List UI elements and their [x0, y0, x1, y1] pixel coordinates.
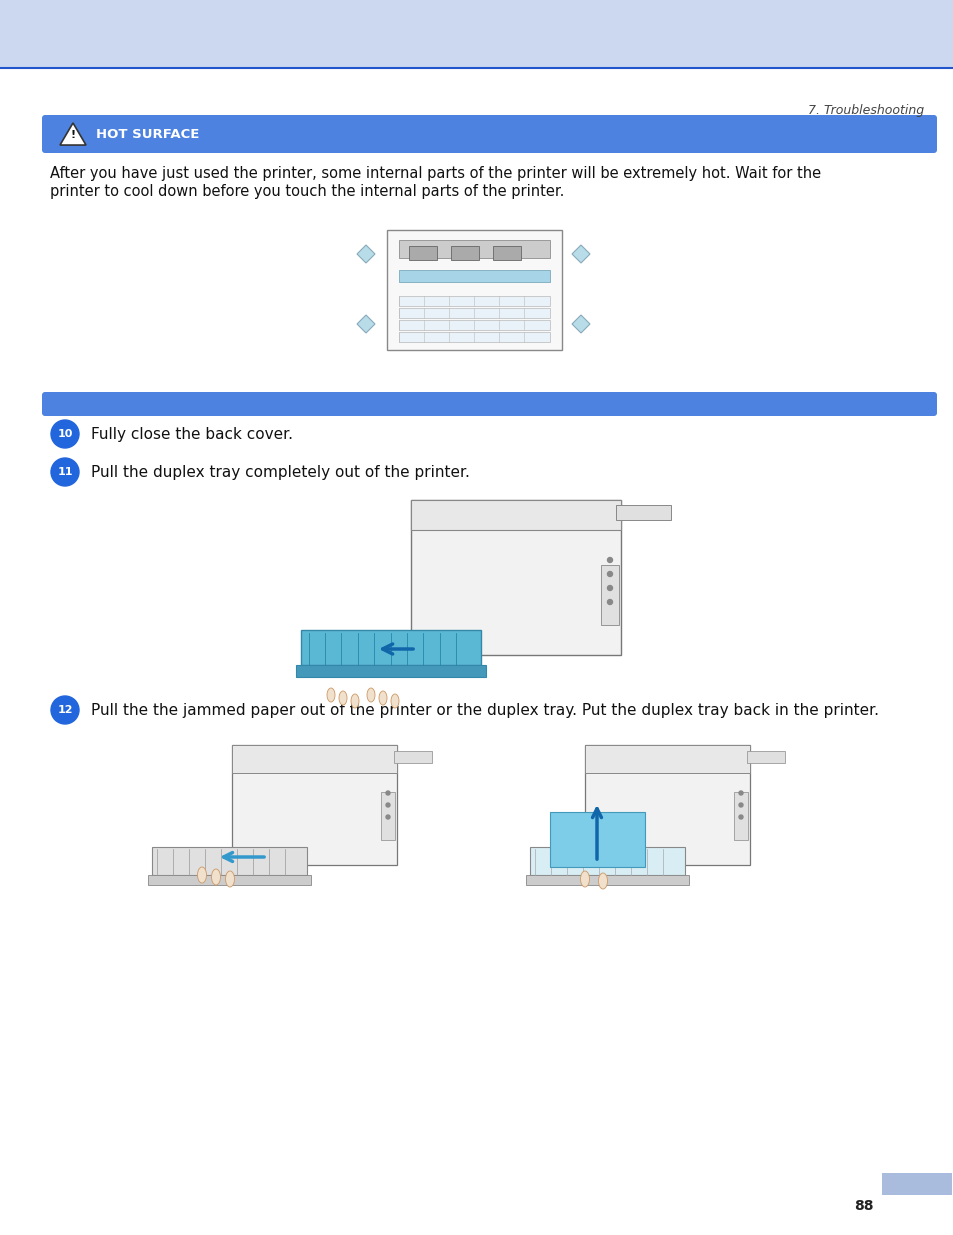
Bar	[398, 332, 550, 342]
Text: After you have just used the printer, some internal parts of the printer will be: After you have just used the printer, so…	[50, 165, 821, 182]
Bar	[409, 246, 436, 261]
Bar	[152, 847, 307, 876]
Ellipse shape	[338, 692, 347, 705]
Ellipse shape	[598, 873, 607, 889]
Text: !: !	[71, 131, 75, 141]
Bar	[301, 630, 480, 664]
Text: 12: 12	[57, 705, 72, 715]
Bar	[411, 500, 620, 530]
Bar	[387, 230, 561, 350]
Text: Pull the duplex tray completely out of the printer.: Pull the duplex tray completely out of t…	[91, 464, 470, 479]
Circle shape	[607, 599, 612, 604]
Ellipse shape	[197, 867, 206, 883]
Circle shape	[51, 458, 79, 487]
Bar	[584, 745, 749, 773]
Bar	[550, 811, 644, 867]
Circle shape	[386, 790, 390, 795]
Polygon shape	[60, 124, 86, 144]
Bar	[530, 847, 684, 876]
Bar	[232, 745, 396, 864]
Ellipse shape	[367, 688, 375, 701]
Bar	[493, 246, 520, 261]
Ellipse shape	[378, 692, 387, 705]
Text: Fully close the back cover.: Fully close the back cover.	[91, 426, 293, 441]
Ellipse shape	[327, 688, 335, 701]
Bar	[882, 1173, 951, 1195]
Bar	[733, 792, 747, 840]
Circle shape	[386, 803, 390, 806]
Circle shape	[51, 697, 79, 724]
FancyBboxPatch shape	[42, 115, 936, 153]
Text: 11: 11	[57, 467, 72, 477]
Bar	[398, 296, 550, 306]
Polygon shape	[572, 245, 589, 263]
Bar	[380, 792, 395, 840]
Bar	[616, 505, 670, 520]
Ellipse shape	[212, 869, 220, 885]
Polygon shape	[356, 245, 375, 263]
Bar	[295, 664, 485, 677]
Text: 7. Troubleshooting: 7. Troubleshooting	[807, 104, 923, 116]
Bar	[746, 751, 784, 763]
Text: Pull the the jammed paper out of the printer or the duplex tray. Put the duplex : Pull the the jammed paper out of the pri…	[91, 703, 878, 718]
Circle shape	[739, 790, 742, 795]
Circle shape	[739, 815, 742, 819]
Ellipse shape	[225, 871, 234, 887]
Text: HOT SURFACE: HOT SURFACE	[96, 127, 199, 141]
Polygon shape	[572, 315, 589, 333]
Ellipse shape	[351, 694, 358, 708]
Text: 88: 88	[854, 1199, 873, 1213]
Bar	[0, 0, 953, 68]
Bar	[398, 308, 550, 317]
Circle shape	[386, 815, 390, 819]
Bar	[394, 751, 432, 763]
Ellipse shape	[579, 871, 589, 887]
Bar	[525, 876, 688, 885]
Text: printer to cool down before you touch the internal parts of the printer.: printer to cool down before you touch th…	[50, 184, 564, 199]
Circle shape	[739, 803, 742, 806]
Text: 10: 10	[57, 429, 72, 438]
Bar	[451, 246, 478, 261]
Bar	[232, 745, 396, 773]
Bar	[398, 240, 550, 258]
Bar	[411, 500, 620, 655]
Bar	[584, 745, 749, 864]
Circle shape	[607, 557, 612, 562]
Circle shape	[607, 585, 612, 590]
Bar	[398, 270, 550, 282]
Bar	[398, 320, 550, 330]
Ellipse shape	[391, 694, 398, 708]
Bar	[600, 564, 618, 625]
Circle shape	[51, 420, 79, 448]
FancyBboxPatch shape	[42, 391, 936, 416]
Circle shape	[607, 572, 612, 577]
Bar	[148, 876, 311, 885]
Polygon shape	[356, 315, 375, 333]
